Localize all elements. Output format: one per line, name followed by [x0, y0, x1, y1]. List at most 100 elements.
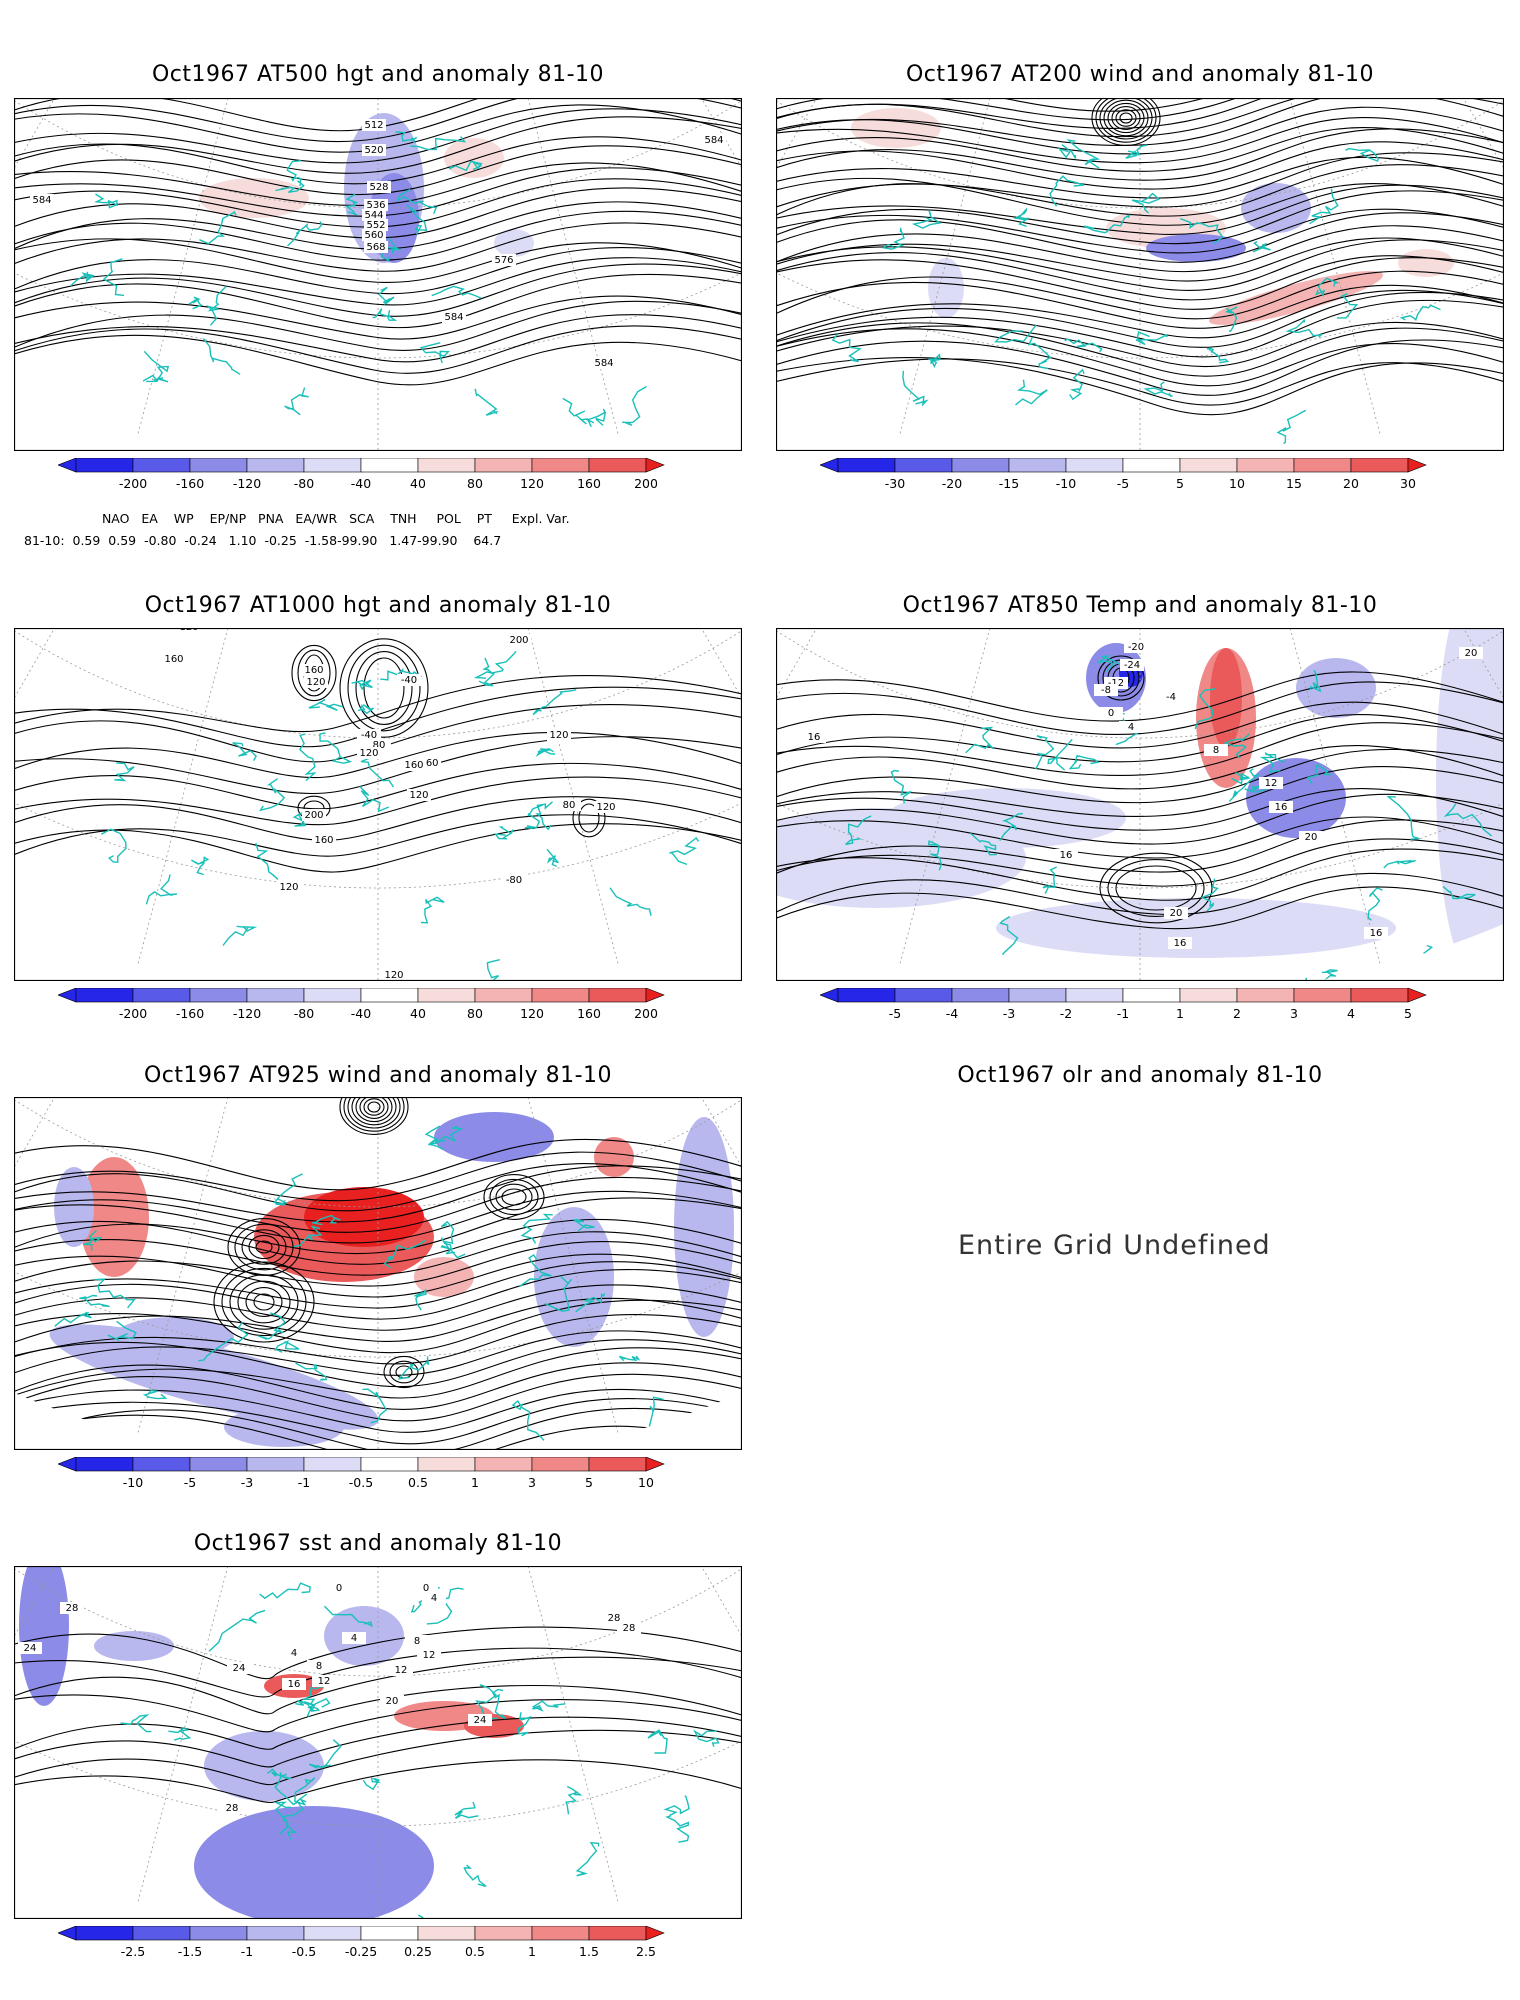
colorbar-tick-label: -20	[942, 476, 962, 491]
anomaly-shading	[1210, 648, 1242, 748]
coastline	[1285, 318, 1324, 338]
coastline	[274, 1340, 300, 1353]
colorbar-tick-label: 0.5	[465, 1944, 485, 1959]
streamline	[14, 1269, 742, 1320]
closed-contour	[229, 1274, 299, 1330]
contour-label-bg	[227, 1662, 251, 1674]
coastline	[208, 1609, 266, 1652]
contour-label-bg	[422, 1592, 446, 1604]
colorbar-tick-label: -40	[351, 1006, 371, 1021]
colorbar-tick-label: -0.25	[345, 1944, 377, 1959]
streamline	[776, 339, 1504, 396]
closed-contour	[245, 1287, 283, 1317]
coastline	[142, 374, 169, 383]
colorbar-swatch	[588, 987, 647, 1003]
coastline	[585, 408, 607, 426]
coastline	[618, 1355, 641, 1362]
anomaly-shading	[54, 1167, 94, 1247]
coastline	[575, 1841, 600, 1877]
coastline	[100, 828, 127, 863]
colorbar-at850: -5 -4 -3 -2 -1 1 2 3 4 5	[819, 987, 1462, 1026]
closed-contour	[363, 1098, 385, 1116]
coastline	[562, 397, 592, 428]
contour-line	[776, 766, 1504, 817]
coastline	[492, 1688, 506, 1720]
closed-contour	[355, 1097, 393, 1123]
coastline	[1068, 754, 1100, 770]
coastline	[1259, 751, 1285, 773]
colorbar-swatch	[189, 1925, 248, 1941]
closed-contour	[253, 1293, 275, 1311]
map-frame	[14, 1566, 742, 1919]
colorbar-tick-label: 20	[1343, 476, 1359, 491]
streamline	[776, 281, 1504, 329]
contour-line	[14, 762, 742, 810]
coastline	[440, 1237, 466, 1259]
coastline	[145, 874, 178, 905]
colorbar-swatch	[417, 987, 476, 1003]
colorbar-tick-label: 10	[638, 1475, 654, 1490]
streamline	[776, 291, 1504, 350]
contour-line	[14, 814, 742, 864]
coastline	[1231, 771, 1251, 785]
contour-label-bg	[364, 219, 388, 231]
contour-label: 28	[66, 1603, 79, 1614]
colorbar-tick-label: 5	[1404, 1006, 1412, 1021]
contour-line	[14, 1626, 742, 1680]
colorbar-swatch	[360, 1456, 419, 1472]
contour-label: 120	[549, 730, 568, 741]
coastline	[1206, 347, 1230, 364]
coastline	[1194, 688, 1216, 730]
anomaly-shading	[224, 1407, 344, 1447]
colorbar-swatch	[189, 987, 248, 1003]
coastline	[1422, 944, 1448, 966]
colorbar-swatch	[531, 987, 590, 1003]
coastline	[406, 204, 428, 235]
colorbar-arrow-left-icon	[819, 987, 839, 1003]
closed-contour	[347, 644, 421, 732]
map-frame	[14, 98, 742, 451]
anomaly-shading	[1208, 271, 1384, 325]
contour-line	[14, 98, 742, 143]
coastline	[517, 1712, 532, 1737]
contour-label: 160	[314, 835, 333, 846]
coastline	[255, 842, 279, 881]
coastline	[1064, 338, 1103, 353]
coastline	[274, 1773, 299, 1806]
contour-line	[776, 816, 1504, 859]
streamline	[14, 1330, 742, 1381]
coastline	[493, 826, 514, 840]
anomaly-shading	[79, 1157, 149, 1277]
coastline	[546, 848, 559, 868]
anomaly-shading	[494, 229, 534, 257]
colorbar-tick-label: -120	[233, 476, 261, 491]
contour-label-bg	[1299, 831, 1323, 843]
coastline	[292, 812, 307, 827]
coastline	[312, 1214, 341, 1226]
contour-label: -40	[401, 675, 417, 686]
contour-line	[14, 1656, 742, 1715]
colorbar-tick-label: 1	[471, 1475, 479, 1490]
colorbar-at200: -30 -20 -15 -10 -5 5 10 15 20 30	[819, 457, 1462, 496]
closed-contour	[1103, 99, 1149, 137]
panel-title-at1000: Oct1967 AT1000 hgt and anomaly 81-10	[144, 593, 612, 618]
contour-line	[14, 246, 742, 299]
coastline	[520, 1213, 553, 1244]
anomaly-shading	[199, 178, 309, 218]
contour-line	[14, 314, 742, 363]
streamline	[776, 212, 1504, 263]
colorbar-tick-label: 1.5	[579, 1944, 599, 1959]
colorbar-tick-label: 15	[1286, 476, 1302, 491]
closed-contour	[255, 1240, 273, 1254]
streamline	[14, 1398, 742, 1445]
colorbar-arrow-left-icon	[57, 457, 77, 473]
coastline	[410, 136, 467, 151]
anomaly-shading	[1436, 628, 1504, 978]
colorbar-tick-label: -200	[119, 476, 147, 491]
contour-label-bg	[602, 1612, 626, 1624]
contour-label: -12	[1108, 678, 1124, 689]
colorbar-swatch	[474, 457, 533, 473]
closed-contour	[383, 1355, 425, 1389]
closed-contour	[343, 1097, 405, 1132]
colorbar-tick-label: 40	[410, 1006, 426, 1021]
